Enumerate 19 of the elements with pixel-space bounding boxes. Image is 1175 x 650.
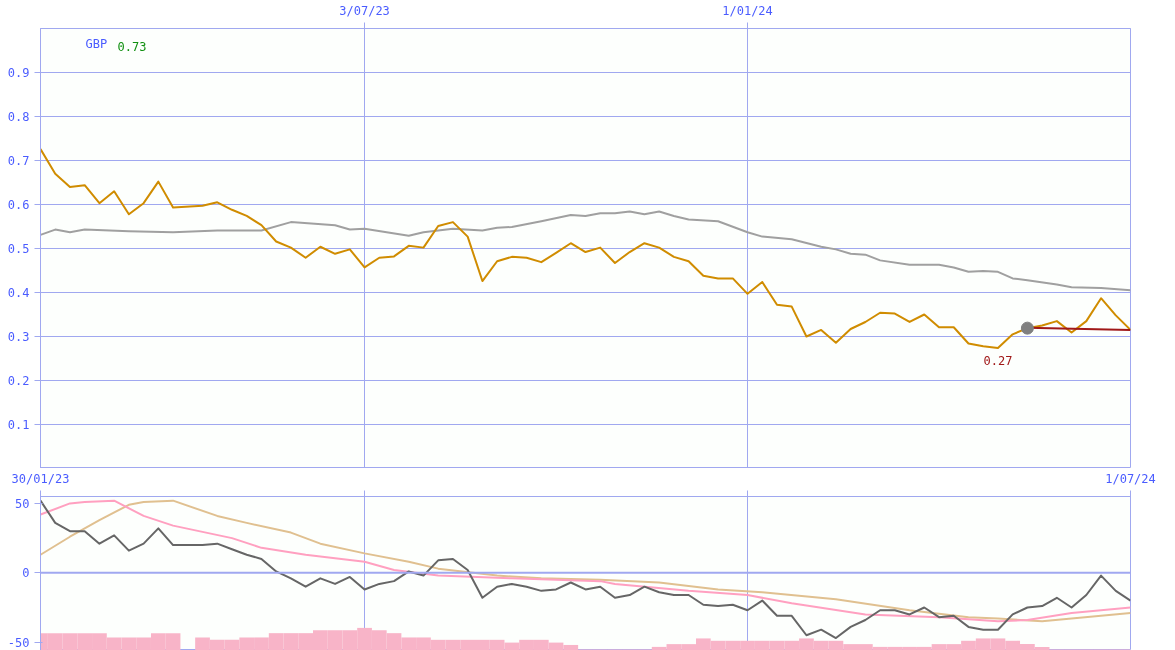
annotation: 0.73 (117, 39, 147, 54)
y-tick-label: -50 (7, 635, 30, 650)
y-tick-label: 0.1 (7, 418, 30, 432)
y-tick-label: 0.9 (7, 66, 30, 80)
y-tick-label: 0.5 (7, 242, 30, 256)
annotation: 0.27 (983, 353, 1013, 368)
y-tick-label: 0.2 (7, 374, 30, 388)
y-tick-label: 0.4 (7, 286, 30, 300)
x-tick-label: 1/01/24 (722, 3, 773, 18)
y-tick-label: 0 (22, 566, 30, 581)
y-tick-label: 50 (15, 496, 30, 511)
annotation: GBP (85, 36, 108, 51)
x-tick-label: 30/01/23 (11, 471, 70, 486)
x-tick-label: 3/07/23 (339, 3, 390, 18)
y-tick-label: 0.8 (7, 110, 30, 124)
y-tick-label: 0.6 (7, 198, 30, 212)
y-tick-label: 0.3 (7, 330, 30, 344)
y-tick-label: 0.7 (7, 154, 30, 168)
x-tick-label: 1/07/24 (1105, 471, 1156, 486)
